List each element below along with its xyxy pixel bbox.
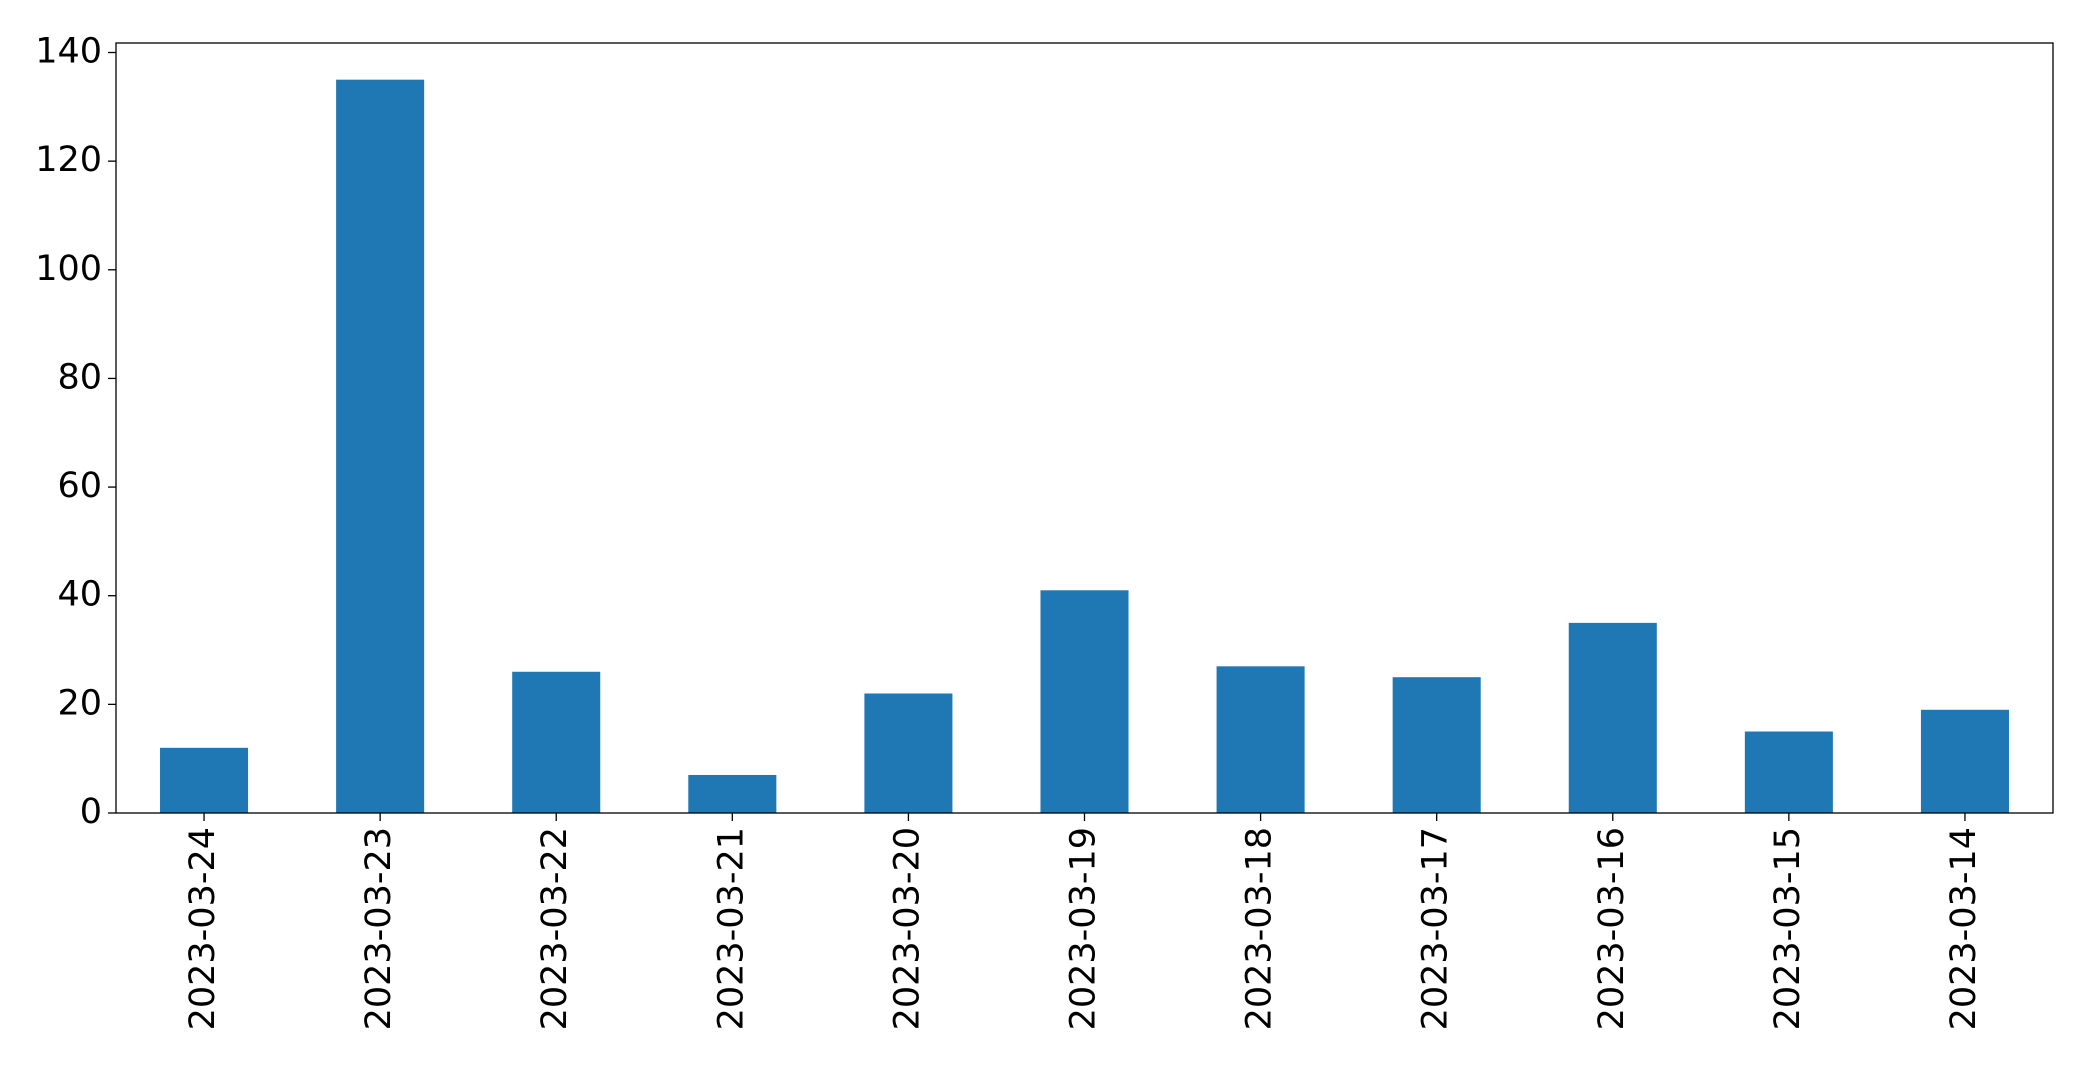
x-tick-label: 2023-03-19 [1064, 827, 1104, 1030]
bar [688, 774, 777, 813]
x-tick-label: 2023-03-24 [183, 827, 223, 1030]
y-tick-label: 80 [57, 357, 102, 397]
bar [512, 671, 601, 813]
y-tick-label: 100 [35, 249, 102, 289]
bar [1040, 590, 1129, 813]
bar [336, 79, 425, 813]
bar [1216, 666, 1305, 813]
y-tick-label: 40 [57, 575, 102, 615]
x-tick-label: 2023-03-18 [1240, 827, 1280, 1030]
bar [1568, 622, 1657, 813]
x-tick-label: 2023-03-17 [1416, 827, 1456, 1030]
bar [864, 693, 953, 813]
x-tick-label: 2023-03-15 [1768, 827, 1808, 1030]
y-tick-label: 20 [57, 683, 102, 723]
x-tick-label: 2023-03-22 [535, 827, 575, 1030]
x-tick-label: 2023-03-16 [1592, 827, 1632, 1030]
y-tick-label: 120 [35, 140, 102, 180]
x-tick-label: 2023-03-14 [1944, 827, 1984, 1030]
x-tick-label: 2023-03-21 [711, 827, 751, 1030]
bar [1392, 677, 1481, 813]
bar [1744, 731, 1833, 813]
y-tick-label: 60 [57, 466, 102, 506]
axes-frame [115, 42, 2054, 814]
y-tick-label: 140 [35, 32, 102, 72]
bar [160, 747, 249, 813]
x-tick-label: 2023-03-20 [887, 827, 927, 1030]
bar [1920, 709, 2009, 813]
x-tick-label: 2023-03-23 [359, 827, 399, 1030]
y-tick-label: 0 [80, 792, 102, 832]
